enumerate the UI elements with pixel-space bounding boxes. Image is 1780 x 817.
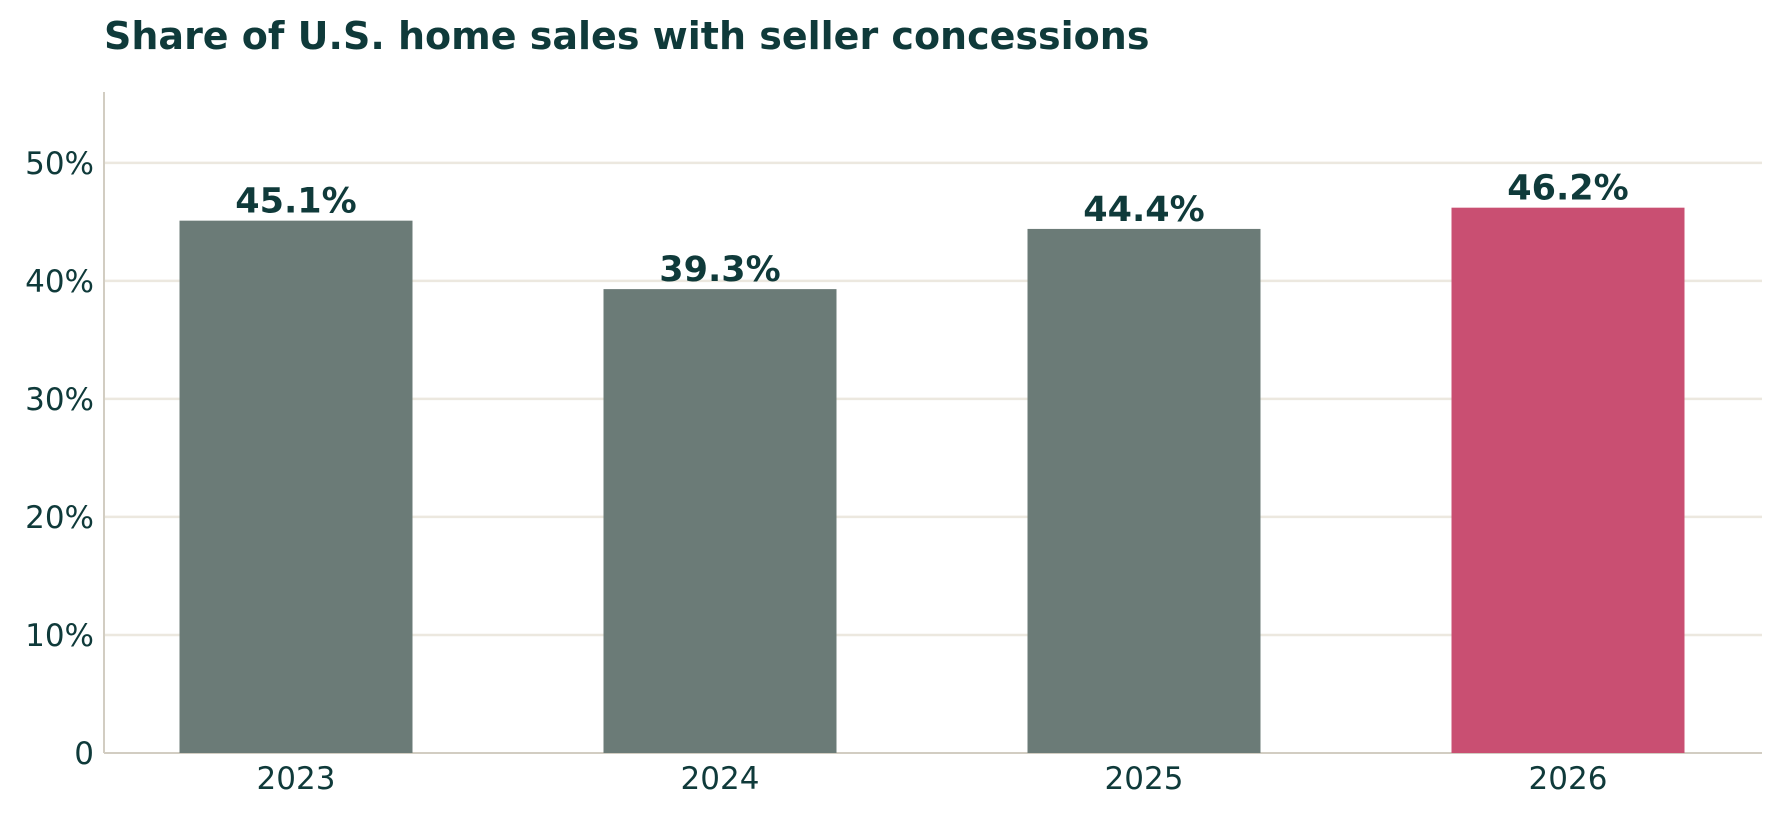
data-label: 44.4% [1083, 190, 1204, 230]
y-tick-label: 50% [25, 146, 94, 182]
bar [179, 220, 413, 753]
y-tick-label: 0 [74, 736, 94, 772]
x-tick-label: 2024 [681, 761, 760, 797]
bars [179, 207, 1685, 754]
y-tick-label: 10% [25, 618, 94, 654]
data-label: 39.3% [659, 250, 780, 290]
bar [1027, 228, 1261, 753]
y-tick-label: 30% [25, 382, 94, 418]
data-labels: 45.1% 39.3% 44.4% 46.2% [235, 169, 1628, 290]
chart-title: Share of U.S. home sales with seller con… [104, 14, 1150, 58]
data-label: 45.1% [235, 182, 356, 222]
x-axis-ticks: 2023 2024 2025 2026 [257, 761, 1608, 797]
x-tick-label: 2025 [1105, 761, 1184, 797]
bar [603, 289, 837, 753]
y-axis-ticks: 0 10% 20% 30% 40% 50% [25, 146, 94, 772]
bar [1451, 207, 1685, 754]
y-tick-label: 20% [25, 500, 94, 536]
data-label: 46.2% [1507, 169, 1628, 209]
x-tick-label: 2023 [257, 761, 336, 797]
x-tick-label: 2026 [1529, 761, 1608, 797]
y-tick-label: 40% [25, 264, 94, 300]
